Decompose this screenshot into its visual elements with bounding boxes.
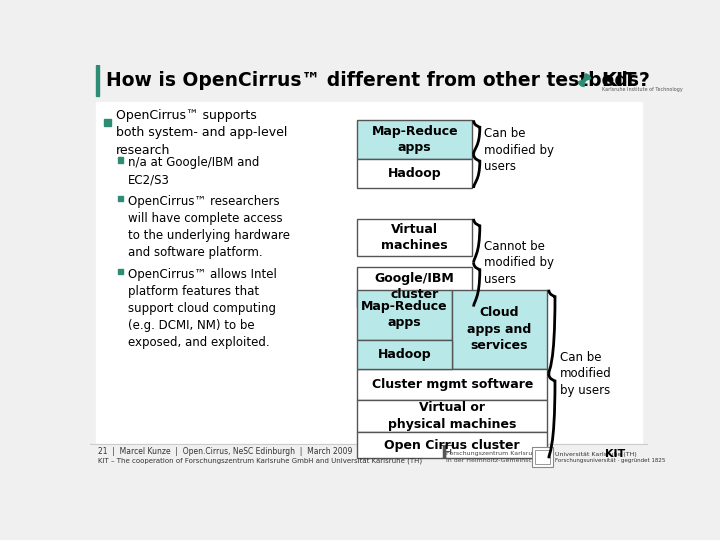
- Text: Cannot be
modified by
users: Cannot be modified by users: [485, 240, 554, 286]
- Text: 21  |  Marcel Kunze  |  Open.Cirrus, NeSC Edinburgh  |  March 2009: 21 | Marcel Kunze | Open.Cirrus, NeSC Ed…: [98, 447, 352, 456]
- Bar: [532, 447, 554, 467]
- Text: How is OpenCirrus™ different from other testbeds?: How is OpenCirrus™ different from other …: [106, 71, 649, 90]
- Text: Hadoop: Hadoop: [388, 167, 441, 180]
- Text: KIT – The cooperation of Forschungszentrum Karlsruhe GmbH and Universität Karlsr: KIT – The cooperation of Forschungszentr…: [98, 457, 422, 464]
- Text: Forschungsuniversität · gegründet 1825: Forschungsuniversität · gegründet 1825: [555, 458, 665, 463]
- Bar: [90, 444, 648, 481]
- Bar: [118, 157, 123, 163]
- Bar: [357, 340, 452, 369]
- Bar: [452, 289, 547, 369]
- Text: KIT: KIT: [606, 449, 626, 458]
- Text: OpenCirrus™ allows Intel
platform features that
support cloud computing
(e.g. DC: OpenCirrus™ allows Intel platform featur…: [128, 268, 277, 349]
- Bar: [357, 432, 547, 458]
- Text: in der Helmholtz-Gemeinschaft: in der Helmholtz-Gemeinschaft: [446, 458, 545, 463]
- Bar: [118, 195, 123, 201]
- Text: Map-Reduce
apps: Map-Reduce apps: [361, 300, 448, 329]
- Text: Can be
modified by
users: Can be modified by users: [485, 127, 554, 173]
- Bar: [96, 65, 99, 96]
- Bar: [357, 267, 472, 307]
- Text: Hadoop: Hadoop: [378, 348, 431, 361]
- Bar: [118, 269, 123, 274]
- Bar: [357, 369, 547, 400]
- Text: Virtual or
physical machines: Virtual or physical machines: [388, 401, 516, 431]
- Bar: [357, 219, 472, 256]
- Text: Cloud
apps and
services: Cloud apps and services: [467, 306, 531, 352]
- Text: Can be
modified
by users: Can be modified by users: [559, 351, 611, 397]
- Text: OpenCirrus™ supports
both system- and app-level
research: OpenCirrus™ supports both system- and ap…: [116, 109, 287, 157]
- Bar: [96, 102, 642, 444]
- Bar: [357, 120, 472, 159]
- Bar: [104, 119, 111, 126]
- Text: n/a at Google/IBM and
EC2/S3: n/a at Google/IBM and EC2/S3: [128, 157, 259, 186]
- Text: Karlsruhe Institute of Technology: Karlsruhe Institute of Technology: [601, 87, 683, 92]
- Text: Open Cirrus cluster: Open Cirrus cluster: [384, 438, 520, 451]
- Bar: [357, 289, 452, 340]
- Text: Virtual
machines: Virtual machines: [382, 222, 448, 252]
- Bar: [357, 400, 547, 432]
- Bar: [357, 159, 472, 188]
- Text: Universität Karlsruhe (TH): Universität Karlsruhe (TH): [555, 452, 636, 457]
- Text: Map-Reduce
apps: Map-Reduce apps: [372, 125, 458, 154]
- Bar: [535, 450, 550, 464]
- Bar: [90, 65, 648, 96]
- Text: Google/IBM
cluster: Google/IBM cluster: [375, 272, 454, 301]
- Text: KIT: KIT: [601, 71, 637, 90]
- Text: Cluster mgmt software: Cluster mgmt software: [372, 378, 533, 391]
- Text: Forschungszentrum Karlsruhe: Forschungszentrum Karlsruhe: [446, 451, 541, 456]
- Text: OpenCirrus™ researchers
will have complete access
to the underlying hardware
and: OpenCirrus™ researchers will have comple…: [128, 195, 290, 259]
- Text: F: F: [438, 444, 452, 463]
